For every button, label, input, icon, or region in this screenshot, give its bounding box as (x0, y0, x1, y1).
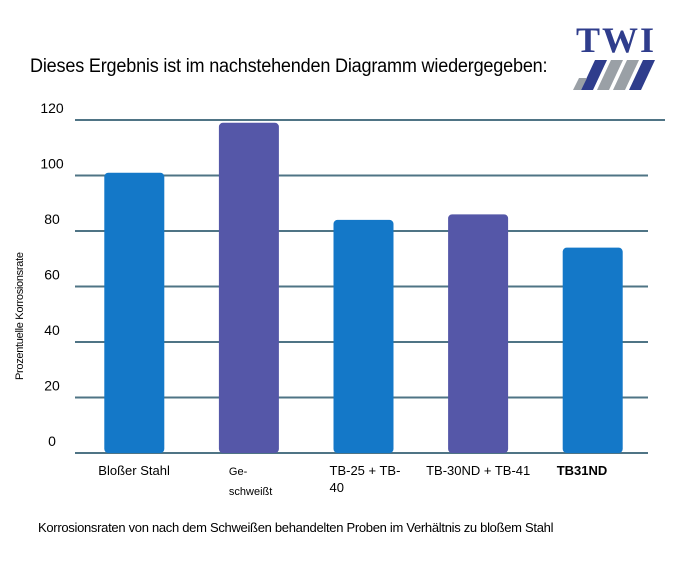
chart-caption: Korrosionsraten von nach dem Schweißen b… (38, 520, 554, 535)
y-tick-label: 80 (44, 211, 60, 227)
bar (448, 214, 509, 453)
chart-title: Dieses Ergebnis ist im nachstehenden Dia… (30, 56, 548, 77)
y-tick-label: 40 (44, 322, 60, 338)
bar (333, 219, 394, 453)
x-tick-label: TB-30ND + TB-41 (426, 463, 530, 478)
y-tick-label: 100 (40, 156, 64, 172)
y-tick-label: 60 (44, 267, 60, 283)
y-tick-label: 120 (40, 100, 64, 116)
y-tick-label: 0 (48, 433, 56, 449)
x-tick-label: TB31ND (557, 463, 608, 478)
logo-text: TWI (575, 20, 657, 60)
bar (104, 172, 165, 453)
bar (218, 122, 279, 454)
x-tick-label: 40 (330, 480, 344, 495)
x-tick-label: TB-25 + TB- (330, 463, 401, 478)
twi-logo: TWI (571, 22, 661, 94)
y-tick-label: 20 (44, 378, 60, 394)
bar (562, 247, 623, 453)
x-tick-label: Bloßer Stahl (98, 463, 170, 478)
x-tick-label: schweißt (229, 486, 272, 498)
x-tick-label: Ge- (229, 466, 248, 478)
logo-stripes-icon (573, 60, 655, 90)
